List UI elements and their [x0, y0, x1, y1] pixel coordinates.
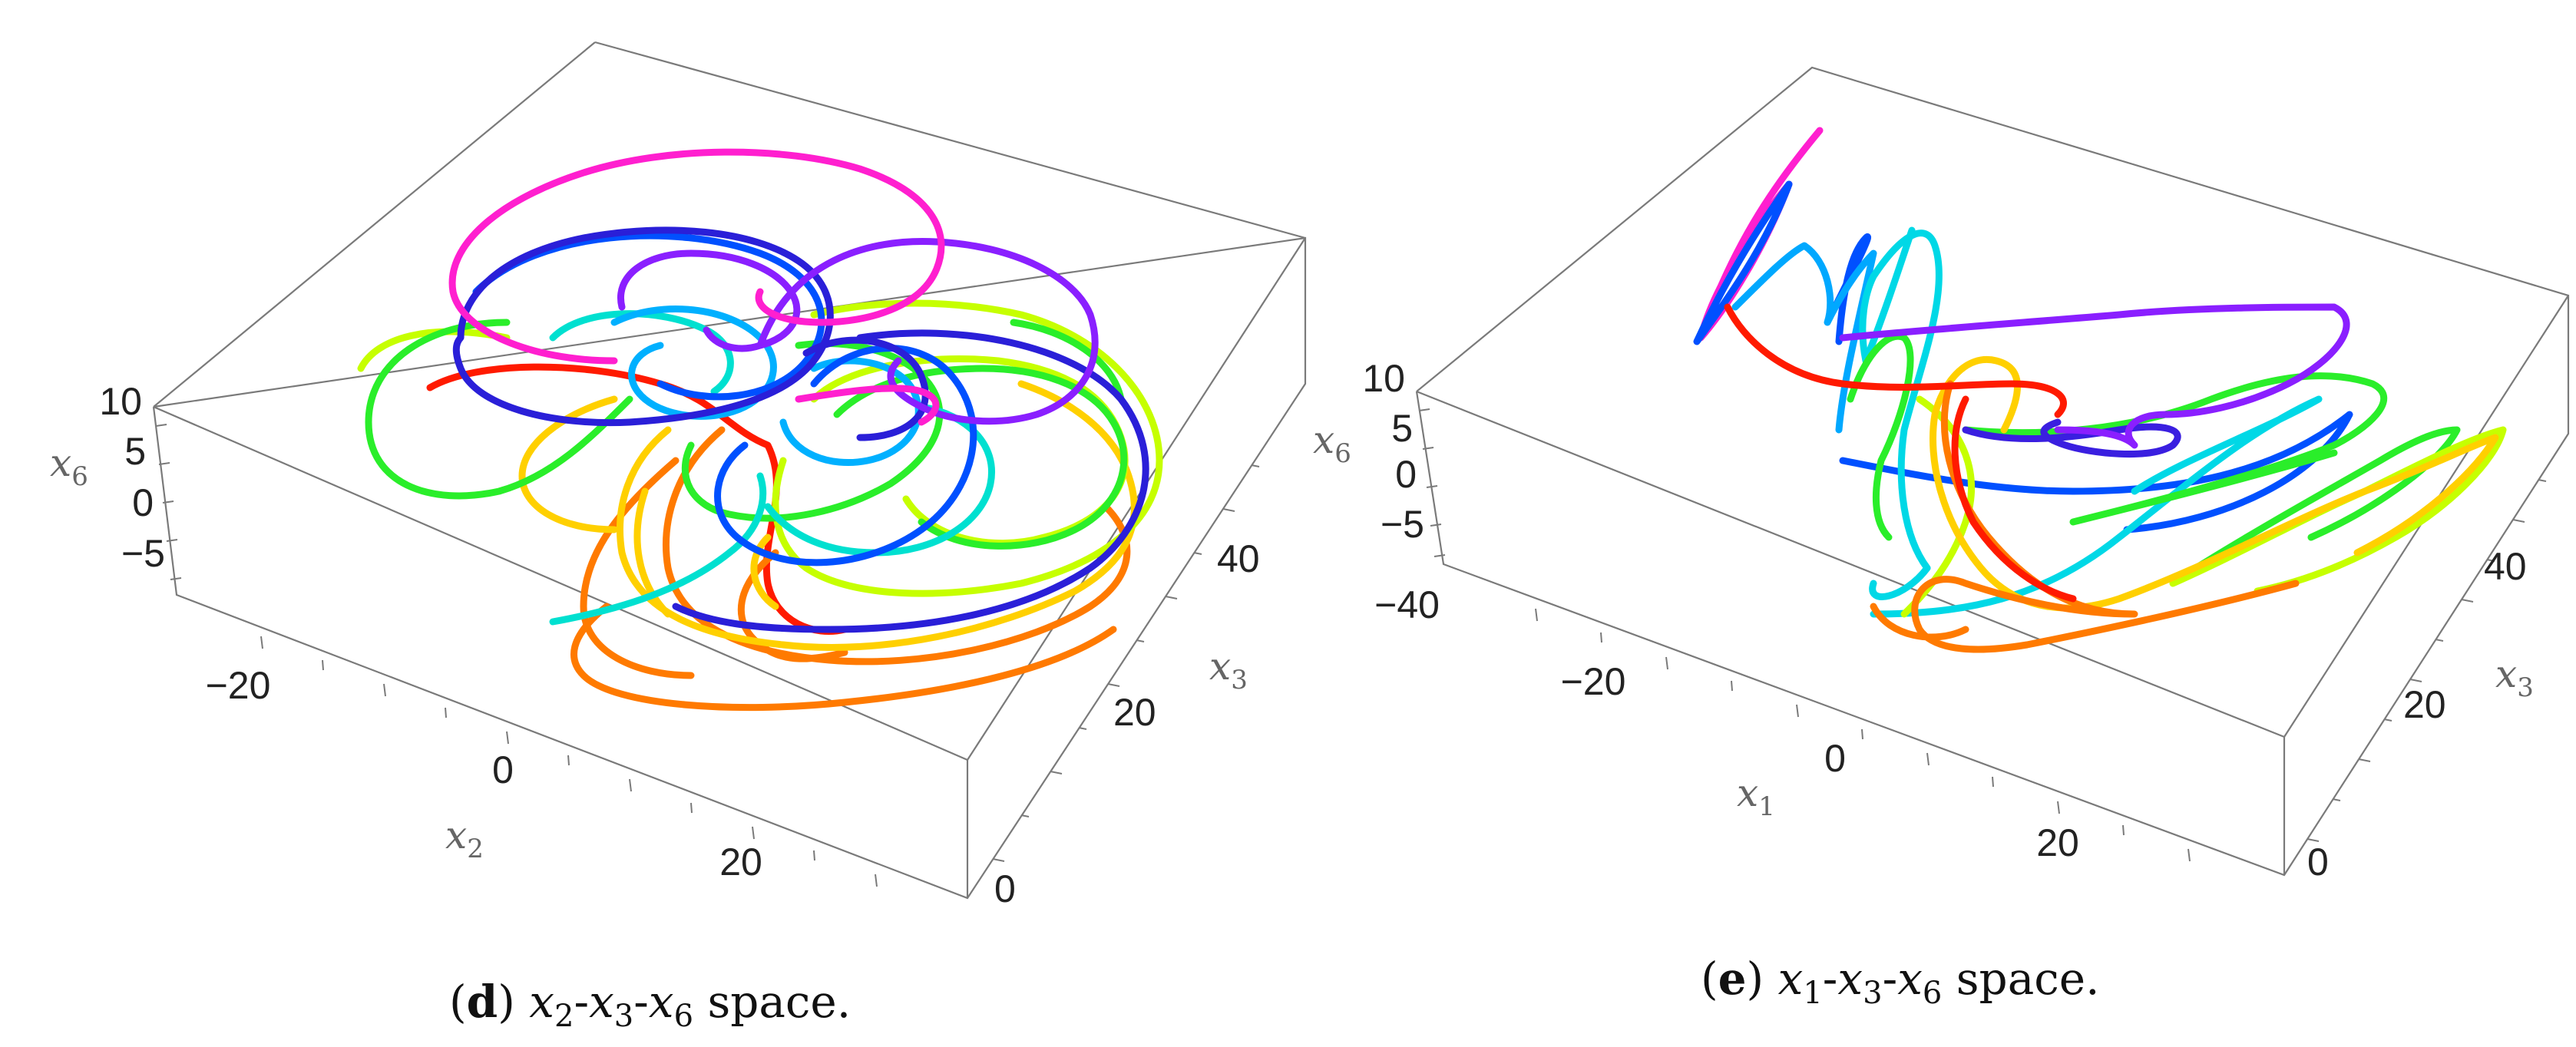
panel-d-caption: (d) x2-x3-x6 space. — [449, 976, 851, 1034]
panel-e-x-tick: 20 — [2036, 821, 2079, 864]
panel-d-y-tick: 40 — [1217, 537, 1260, 580]
panel-d-curve-violet — [617, 237, 1099, 425]
panel-e-y-tick: 40 — [2484, 545, 2527, 588]
panel-d-curve-indigo — [452, 226, 1149, 633]
panel-e-caption: (e) x1-x3-x6 space. — [1701, 953, 2100, 1011]
panel-d: −20 0 20 0 20 40 −5 0 5 10 x2 x3 x6 (d) … — [50, 41, 1307, 1034]
panel-d-x-tick: −20 — [206, 664, 271, 707]
panel-e-trajectories — [1693, 127, 2507, 653]
panel-e-y-tick: 20 — [2403, 683, 2446, 726]
panel-d-x-tick: 0 — [492, 748, 514, 791]
panel-d-curve-orange — [570, 426, 1131, 712]
panel-d-z-label: x6 — [50, 441, 88, 492]
panel-d-tick-labels: −20 0 20 0 20 40 −5 0 5 10 — [99, 380, 1259, 910]
panel-e-x-tick: 0 — [1824, 737, 1846, 780]
panel-e-z-tick: 5 — [1391, 407, 1413, 450]
panel-d-curve-green — [365, 319, 1128, 550]
panel-e-z-label: x6 — [1313, 418, 1351, 469]
panel-e-y-tick: 0 — [2307, 841, 2329, 884]
panel-e-x-tick: −20 — [1561, 660, 1626, 703]
panel-d-y-label: x3 — [1209, 644, 1248, 695]
panel-e-x-label: x1 — [1737, 771, 1775, 822]
panel-e: −20 0 20 0 20 40 −40 −5 0 5 10 x1 x3 x6 … — [1313, 66, 2570, 1011]
panel-d-curve-aqua — [549, 310, 995, 626]
panel-d-curve-yellow — [518, 380, 1138, 651]
panel-e-curve-red — [1724, 303, 2077, 603]
panel-e-tick-labels: −20 0 20 0 20 40 −40 −5 0 5 10 — [1362, 357, 2526, 884]
panel-e-z-tick: −40 — [1374, 583, 1440, 626]
panel-e-z-tick: 10 — [1362, 357, 1405, 400]
panel-d-y-tick: 0 — [994, 867, 1016, 910]
panel-d-z-tick: 0 — [132, 481, 154, 524]
panel-e-z-tick: −5 — [1381, 503, 1424, 546]
panel-e-curve-yellow — [1930, 356, 2499, 612]
panel-e-curve-sky — [1731, 242, 1877, 434]
panel-e-curve-blue — [1693, 180, 2353, 533]
panel-d-x-label: x2 — [445, 813, 484, 864]
panel-d-z-tick: 10 — [99, 380, 142, 423]
panel-d-box — [152, 41, 1307, 900]
panel-e-y-label: x3 — [2495, 652, 2534, 703]
panel-d-ticks — [155, 424, 1260, 887]
panel-d-x-tick: 20 — [719, 841, 762, 884]
panel-e-box — [1415, 66, 2570, 877]
panel-d-z-tick: 5 — [124, 430, 146, 473]
panel-e-z-tick: 0 — [1395, 453, 1417, 496]
panel-d-trajectories — [357, 148, 1163, 712]
panel-e-ticks — [1418, 408, 2547, 862]
panel-d-axis-labels: x2 x3 x6 — [50, 441, 1248, 864]
panel-e-axis-labels: x1 x3 x6 — [1313, 418, 2534, 822]
panel-e-curve-violet — [1839, 303, 2350, 449]
panel-d-y-tick: 20 — [1113, 691, 1156, 734]
panel-e-curve-indigo — [1962, 418, 2181, 457]
panel-d-z-tick: −5 — [121, 532, 165, 575]
panel-d-curve-magenta — [448, 148, 945, 426]
